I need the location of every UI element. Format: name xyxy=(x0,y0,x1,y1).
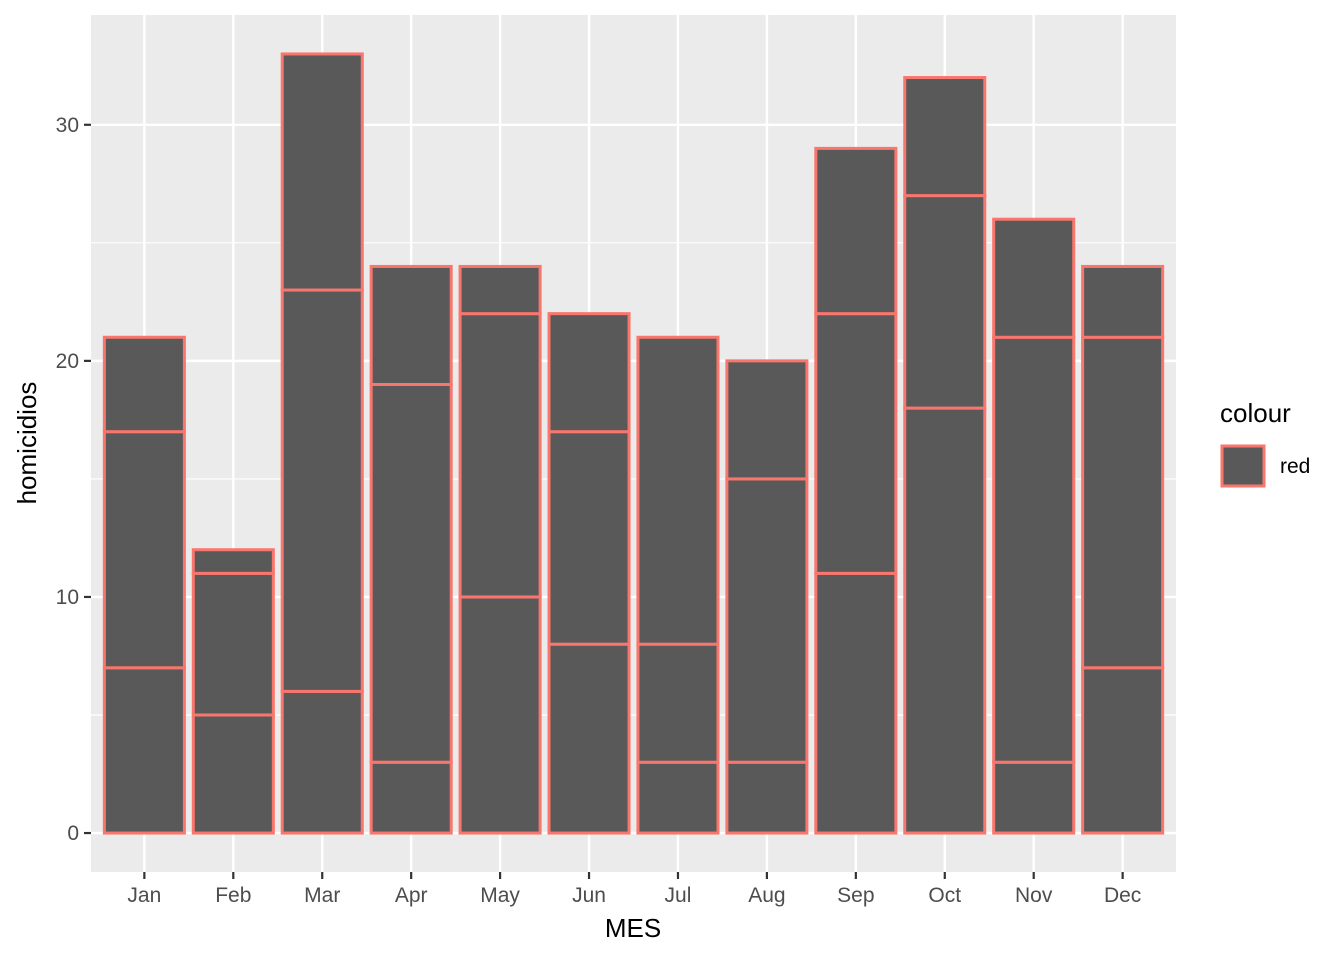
bar-segment xyxy=(814,146,898,316)
x-axis-title: MES xyxy=(605,913,661,943)
bar-segment xyxy=(903,76,987,198)
y-tick-label: 0 xyxy=(67,822,79,845)
bar-segment xyxy=(458,264,542,316)
bar-segment xyxy=(280,288,364,693)
bar-segment xyxy=(903,406,987,835)
legend: colour red xyxy=(1220,398,1310,488)
bar-segment xyxy=(1081,335,1165,670)
bar-segment xyxy=(814,312,898,575)
bar-segment xyxy=(814,571,898,835)
bar-jul xyxy=(636,335,720,835)
bar-segment xyxy=(369,264,453,386)
y-tick-label: 10 xyxy=(56,586,79,609)
x-tick-label: Oct xyxy=(928,884,961,907)
bar-nov xyxy=(992,217,1076,835)
x-tick-label: Jan xyxy=(127,884,161,907)
bar-segment xyxy=(369,382,453,764)
bar-segment xyxy=(191,548,275,575)
bar-segment xyxy=(191,713,275,835)
x-axis: Jan Feb Mar Apr May Jun Jul Aug Sep Oct Nov Dec xyxy=(127,872,1141,907)
legend-label-red: red xyxy=(1280,455,1310,478)
y-axis: 0 10 20 30 xyxy=(56,114,91,845)
bar-feb xyxy=(191,548,275,835)
bar-dec xyxy=(1081,264,1165,835)
bar-segment xyxy=(903,194,987,410)
bar-apr xyxy=(369,264,453,835)
bar-sep xyxy=(814,146,898,835)
bar-jun xyxy=(547,312,631,835)
bar-segment xyxy=(1081,666,1165,835)
x-tick-label: Apr xyxy=(395,884,428,907)
bar-segment xyxy=(102,666,186,835)
bar-aug xyxy=(725,359,809,835)
bar-segment xyxy=(547,312,631,434)
bar-segment xyxy=(547,430,631,646)
bars xyxy=(102,52,1165,835)
bar-jan xyxy=(102,335,186,835)
bar-oct xyxy=(903,76,987,835)
y-tick-label: 20 xyxy=(56,350,79,373)
bar-segment xyxy=(725,760,809,835)
legend-title: colour xyxy=(1220,398,1291,428)
x-tick-label: Dec xyxy=(1104,884,1141,907)
y-axis-title: homicidios xyxy=(12,382,42,505)
x-tick-label: Sep xyxy=(837,884,874,907)
bar-segment xyxy=(458,312,542,599)
x-tick-label: Jul xyxy=(665,884,692,907)
bar-segment xyxy=(191,571,275,717)
bar-mar xyxy=(280,52,364,835)
bar-segment xyxy=(725,359,809,481)
bar-segment xyxy=(636,642,720,764)
legend-key xyxy=(1220,444,1266,488)
bar-segment xyxy=(458,595,542,835)
bar-segment xyxy=(992,217,1076,339)
x-tick-label: Feb xyxy=(215,884,251,907)
bar-segment xyxy=(280,52,364,292)
bar-segment xyxy=(636,760,720,835)
bar-segment xyxy=(102,430,186,670)
x-tick-label: Aug xyxy=(748,884,785,907)
x-tick-label: Jun xyxy=(572,884,606,907)
x-tick-label: May xyxy=(480,884,520,907)
bar-segment xyxy=(102,335,186,434)
bar-segment xyxy=(992,760,1076,835)
bar-segment xyxy=(1081,264,1165,339)
bar-segment xyxy=(636,335,720,646)
bar-segment xyxy=(280,689,364,835)
x-tick-label: Mar xyxy=(304,884,340,907)
x-tick-label: Nov xyxy=(1015,884,1053,907)
bar-segment xyxy=(992,335,1076,764)
y-tick-label: 30 xyxy=(56,114,79,137)
bar-segment xyxy=(547,642,631,835)
bar-may xyxy=(458,264,542,835)
bar-segment xyxy=(725,477,809,764)
bar-segment xyxy=(369,760,453,835)
